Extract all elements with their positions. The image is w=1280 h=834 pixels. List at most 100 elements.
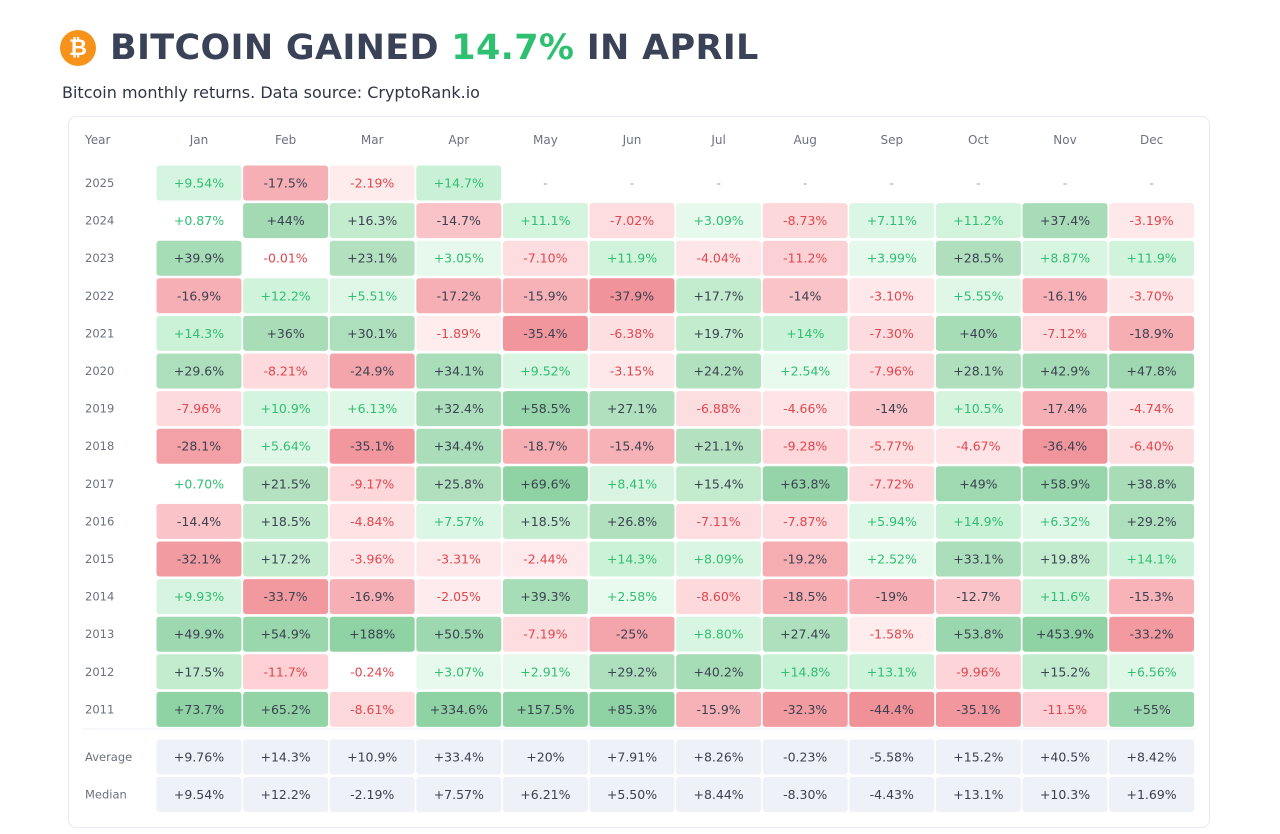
cell-value: -16.1% [1043,288,1087,303]
heatmap-panel: Year Jan Feb Mar Apr May Jun Jul Aug Sep Oct Nov Dec… [68,116,1210,828]
summary-cell [1109,777,1195,812]
cell-value: -8.60% [696,589,740,604]
heatmap-cell [1022,541,1108,577]
heatmap-cell [502,315,588,351]
heatmap-cell [762,541,848,577]
summary-cell [243,777,329,812]
summary-cell [1022,777,1108,812]
heatmap-cell [502,203,588,239]
month-header-nov: Nov [1053,133,1076,147]
cell-value: +14.7% [434,176,484,191]
heatmap-cell [1109,616,1195,652]
month-header-mar: Mar [361,133,384,147]
cell-value: -7.30% [870,326,914,341]
heatmap-cell [416,616,502,652]
cell-value: -18.7% [523,439,567,454]
heatmap-cell [589,654,675,690]
cell-value: +24.2% [694,364,744,379]
heatmap-cell [676,541,762,577]
summary-value: +12.2% [261,787,311,802]
heatmap-row-2017: 2017 +0.70% +21.5% -9.17% +25.8% +69.6% +8.41%… [85,466,1195,502]
cell-value: +334.6% [430,702,488,717]
cell-value: +2.54% [780,364,830,379]
heatmap-cell [762,391,848,427]
cell-value: -25% [616,627,648,642]
heatmap-cell [329,353,415,389]
cell-value: +27.4% [780,627,830,642]
heatmap-cell [156,391,242,427]
cell-value: +12.2% [261,288,311,303]
cell-value: - [1149,176,1154,191]
cell-value: +23.1% [347,251,397,266]
heatmap-cell [935,541,1021,577]
cell-value: -14% [789,288,821,303]
heatmap-cell [676,466,762,502]
heatmap-cell [762,428,848,464]
heatmap-cell [935,315,1021,351]
heatmap-cell [676,353,762,389]
heatmap-row-2025: 2025 +9.54% -17.5% -2.19% +14.7% - - - - - - - - [85,165,1154,201]
heatmap-cell [156,579,242,615]
cell-value: -4.74% [1129,401,1173,416]
heatmap-cell [762,654,848,690]
heatmap-cell [935,203,1021,239]
year-label: 2016 [85,514,114,528]
cell-value: -4.04% [696,251,740,266]
heatmap-cell [589,466,675,502]
summary-label: Median [85,788,127,802]
cell-value: +8.09% [694,552,744,567]
summary-value: +8.44% [694,787,744,802]
month-header-feb: Feb [275,133,296,147]
cell-value: +29.2% [1127,514,1177,529]
heatmap-cell [243,541,329,577]
cell-value: +40% [959,326,997,341]
cell-value: -0.24% [350,664,394,679]
summary-value: +40.5% [1040,750,1090,765]
heatmap-cell [676,691,762,727]
heatmap-cell [243,278,329,314]
cell-value: +40.2% [694,664,744,679]
cell-value: - [976,176,981,191]
heatmap-cell [676,428,762,464]
heatmap-cell [762,315,848,351]
heatmap-cell [156,203,242,239]
cell-value: +2.58% [607,589,657,604]
cell-value: -7.72% [870,476,914,491]
heatmap-cell [416,240,502,276]
heatmap-cell [502,466,588,502]
summary-cell [156,777,242,812]
heatmap-row-2016: 2016 -14.4% +18.5% -4.84% +7.57% +18.5% +26.8%… [85,503,1195,539]
heatmap-cell [416,579,502,615]
heatmap-cell [849,391,935,427]
title-prefix: BITCOIN GAINED [110,28,452,68]
heatmap-cell [676,654,762,690]
year-label: 2019 [85,402,114,416]
cell-value: -4.84% [350,514,394,529]
heatmap-cell [156,503,242,539]
cell-value: +11.6% [1040,589,1090,604]
summary-row-median: Median +9.54% +12.2% -2.19% +7.57% +6.21% +5.5… [85,777,1195,812]
cell-value: +7.11% [867,213,917,228]
heatmap-cell [329,240,415,276]
heatmap-cell [502,428,588,464]
heatmap-row-2021: 2021 +14.3% +36% +30.1% -1.89% -35.4% -6.38% +1… [85,315,1195,351]
cell-value: +2.91% [520,664,570,679]
heatmap-cell [502,353,588,389]
heatmap-cell [416,466,502,502]
heatmap-cell [156,428,242,464]
cell-value: +49.9% [174,627,224,642]
heatmap-cell [416,278,502,314]
cell-value: -3.70% [1129,288,1173,303]
heatmap-cell [156,541,242,577]
heatmap-cell [329,391,415,427]
cell-value: -6.38% [610,326,654,341]
heatmap-row-2022: 2022 -16.9% +12.2% +5.51% -17.2% -15.9% -37.9%… [85,278,1195,314]
cell-value: +63.8% [780,476,830,491]
page-subtitle: Bitcoin monthly returns. Data source: Cr… [62,83,480,102]
heatmap-cell [416,391,502,427]
cell-value: +28.1% [953,364,1003,379]
summary-value: -5.58% [870,750,914,765]
heatmap-cell [935,503,1021,539]
heatmap-cell [935,616,1021,652]
heatmap-cell [502,654,588,690]
